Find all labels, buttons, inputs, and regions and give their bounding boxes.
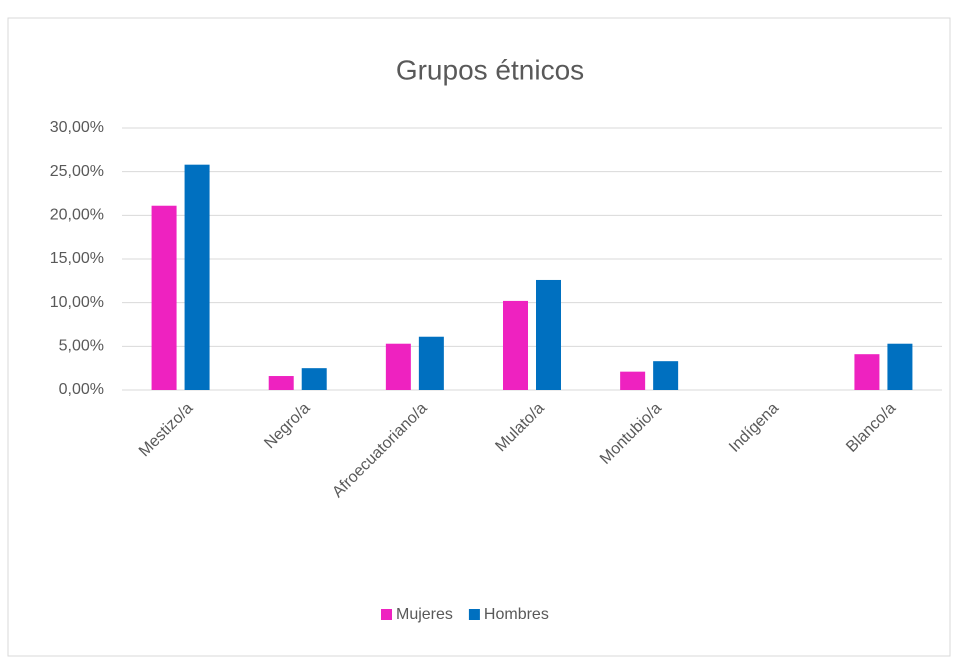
chart-title: Grupos étnicos [396,54,584,85]
y-tick-label: 30,00% [50,119,104,136]
legend-swatch [381,609,392,620]
bar [503,300,528,390]
y-tick-label: 15,00% [50,250,104,267]
y-tick-label: 20,00% [50,207,104,224]
y-tick-label: 5,00% [59,338,104,355]
y-tick-label: 10,00% [50,294,104,311]
bar [653,361,679,390]
bar [268,376,294,390]
y-tick-label: 25,00% [50,163,104,180]
y-tick-label: 0,00% [59,381,104,398]
bar [385,343,411,390]
legend-swatch [468,609,480,620]
bar [887,343,913,390]
chart-frame [7,17,951,657]
bar [184,164,210,390]
bar [536,279,561,390]
bar [301,368,327,390]
bar [151,205,177,390]
bar [854,354,880,390]
bar [418,336,444,390]
legend-label: Hombres [484,606,549,623]
bar [620,371,646,390]
legend-label: Mujeres [396,606,453,623]
